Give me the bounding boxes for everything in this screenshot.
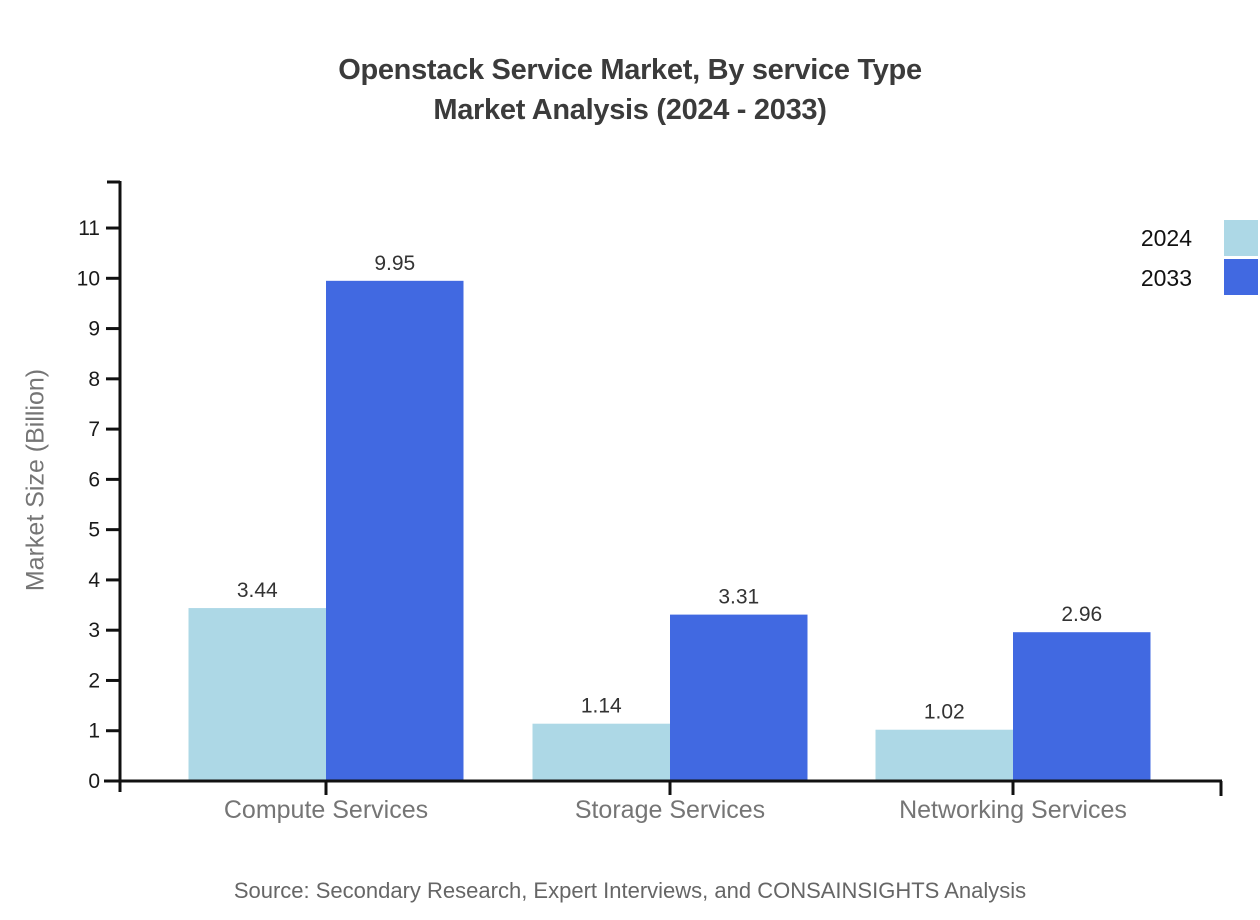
legend-label-2033: 2033 [1141, 265, 1192, 291]
y-tick-label: 8 [88, 368, 100, 391]
y-tick-label: 7 [88, 418, 100, 441]
value-label: 1.14 [581, 695, 622, 718]
value-label: 1.02 [924, 701, 965, 724]
y-tick-label: 2 [88, 669, 100, 692]
chart-title-line2: Market Analysis (2024 - 2033) [433, 94, 827, 126]
bar-2024-storage-services [532, 723, 670, 781]
legend-swatch-2024 [1224, 220, 1258, 256]
bar-2033-compute-services [326, 280, 464, 781]
y-tick-label: 6 [88, 468, 100, 491]
y-tick-label: 10 [77, 267, 100, 290]
value-label: 3.31 [718, 586, 759, 609]
y-tick-label: 11 [78, 217, 100, 240]
y-tick-label: 4 [88, 569, 100, 592]
value-label: 3.44 [237, 579, 278, 602]
y-tick-label: 3 [88, 619, 100, 642]
y-tick-label: 0 [88, 770, 100, 793]
chart-title-line1: Openstack Service Market, By service Typ… [338, 54, 922, 86]
legend-label-2024: 2024 [1141, 225, 1192, 251]
bar-2033-storage-services [670, 614, 808, 781]
x-category-label: Compute Services [224, 796, 428, 824]
y-tick-label: 1 [88, 720, 100, 743]
chart-title: Openstack Service Market, By service Typ… [0, 50, 1260, 130]
value-label: 9.95 [374, 252, 415, 275]
x-category-label: Networking Services [899, 796, 1127, 824]
bar-2024-networking-services [875, 729, 1013, 781]
x-category-label: Storage Services [575, 796, 765, 824]
y-tick-label: 5 [88, 519, 100, 542]
bar-2024-compute-services [188, 608, 326, 781]
bar-2033-networking-services [1013, 632, 1151, 781]
legend-swatch-2033 [1224, 259, 1258, 295]
source-note: Source: Secondary Research, Expert Inter… [233, 878, 1027, 903]
value-label: 2.96 [1061, 603, 1102, 626]
y-tick-label: 9 [88, 318, 100, 341]
